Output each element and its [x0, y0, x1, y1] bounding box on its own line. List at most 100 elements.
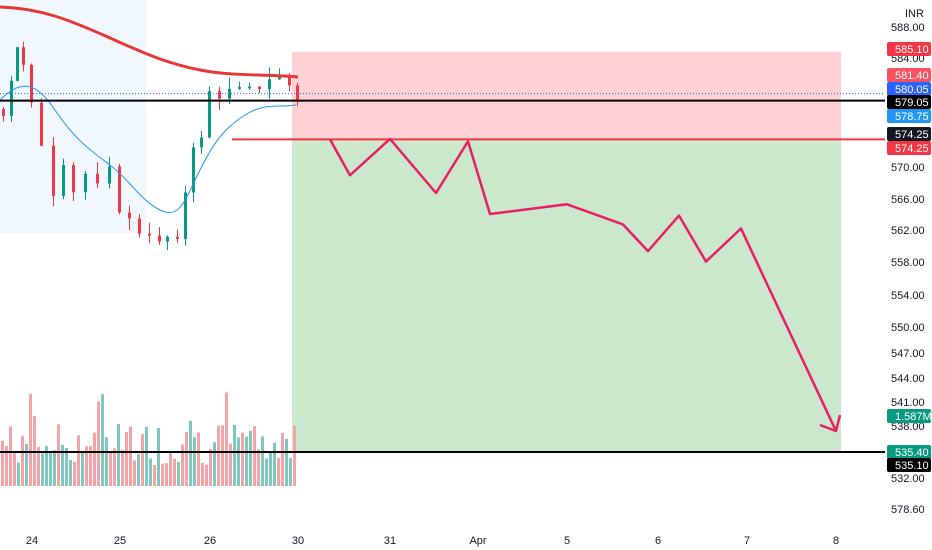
volume-bar [237, 437, 240, 486]
candle-body [2, 109, 5, 116]
moving-averages [0, 5, 299, 213]
volume-bar [21, 435, 24, 486]
candle-body [84, 173, 87, 193]
time-tick-label: 26 [204, 535, 216, 547]
price-tag-bg [887, 458, 931, 472]
volume-bars [1, 392, 296, 486]
time-tick-label: 24 [26, 535, 38, 547]
volume-bar [201, 462, 204, 486]
volume-bar [77, 435, 80, 486]
price-tag-bg [887, 141, 931, 155]
time-tick-label: 8 [833, 535, 839, 547]
volume-bar [245, 436, 248, 486]
candle-body [218, 91, 221, 99]
volume-bar [41, 453, 44, 486]
time-tick-label: 5 [564, 535, 570, 547]
price-tag-label: 574.25 [895, 129, 929, 141]
volume-bar [73, 461, 76, 486]
time-axis[interactable]: 24 25 26 30 31 Apr 5 6 7 8 [26, 535, 839, 547]
price-tick-label: 550.00 [891, 322, 925, 334]
volume-bar [101, 394, 104, 486]
price-axis[interactable]: 588.00584.00570.00566.00562.00558.00554.… [887, 8, 932, 516]
candle-body [258, 86, 261, 89]
volume-bar [53, 450, 56, 486]
price-tag-bg [887, 95, 931, 109]
volume-bar [109, 451, 112, 486]
volume-bar [169, 452, 172, 486]
take-profit-zone[interactable] [292, 139, 841, 453]
volume-bar [89, 446, 92, 486]
candle-body [176, 236, 179, 239]
volume-bar [289, 457, 292, 486]
projection-line[interactable] [328, 137, 842, 433]
volume-bar [81, 451, 84, 486]
volume-bar [221, 425, 224, 486]
candle-body [268, 79, 271, 89]
time-tick-label: 25 [114, 535, 126, 547]
candle-body [200, 137, 203, 148]
price-tick-label: 566.00 [891, 194, 925, 206]
price-tag-label: 580.05 [895, 84, 929, 96]
horizontal-levels[interactable] [0, 93, 885, 453]
volume-bar [265, 458, 268, 486]
price-tag-bg [887, 42, 931, 56]
volume-bar [137, 454, 140, 486]
candle-body [296, 85, 299, 101]
price-tag-bg [887, 82, 931, 96]
long-moving-average [0, 5, 299, 79]
price-tick-label: 547.00 [891, 348, 925, 360]
price-tag-label: 535.40 [895, 447, 929, 459]
volume-bar [65, 447, 68, 486]
price-tick-label: 570.00 [891, 162, 925, 174]
volume-bar [125, 431, 128, 486]
volume-bar [257, 449, 260, 486]
price-tag-bg [887, 109, 931, 123]
time-tick-label: 30 [292, 535, 304, 547]
volume-bar [249, 430, 252, 486]
price-tick-label: 544.00 [891, 373, 925, 385]
short-moving-average [0, 85, 297, 213]
candle-body [288, 74, 291, 86]
volume-bar [97, 401, 100, 486]
price-tick-label: 538.00 [891, 421, 925, 433]
currency-label[interactable]: INR [905, 8, 924, 20]
volume-bar [185, 431, 188, 486]
volume-bar [193, 437, 196, 486]
volume-bar [133, 460, 136, 486]
volume-bar [141, 434, 144, 486]
stop-loss-zone[interactable] [292, 51, 841, 140]
price-tag-label: 581.40 [895, 70, 929, 82]
candle-body [62, 165, 65, 196]
volume-bar [9, 426, 12, 486]
volume-bar [1, 440, 4, 486]
price-tick-label: 554.00 [891, 290, 925, 302]
projection-path[interactable] [328, 137, 842, 433]
volume-bar [225, 392, 228, 486]
price-tick-label: 588.00 [891, 22, 925, 34]
candle-body [228, 88, 231, 99]
candle-body [118, 166, 121, 213]
candle-body [166, 236, 169, 242]
volume-bar [157, 428, 160, 486]
volume-bar [273, 442, 276, 486]
volume-bar [85, 446, 88, 486]
price-tag-bg [887, 68, 931, 82]
candle-body [16, 47, 19, 81]
volume-bar [117, 423, 120, 486]
candle-body [158, 235, 161, 242]
position-tool[interactable] [292, 51, 841, 453]
volume-bar [173, 458, 176, 486]
volume-bar [181, 444, 184, 486]
time-tick-label: Apr [469, 535, 486, 547]
volume-bar [161, 463, 164, 486]
price-tag-label: 585.10 [895, 44, 929, 56]
candle-body [22, 47, 25, 65]
volume-bar [229, 443, 232, 486]
volume-bar [105, 437, 108, 486]
volume-bar [233, 424, 236, 486]
volume-bar [189, 420, 192, 486]
time-tick-label: 31 [384, 535, 396, 547]
price-tag-label: 1.587M [895, 411, 932, 423]
price-tag-label: 574.25 [895, 143, 929, 155]
